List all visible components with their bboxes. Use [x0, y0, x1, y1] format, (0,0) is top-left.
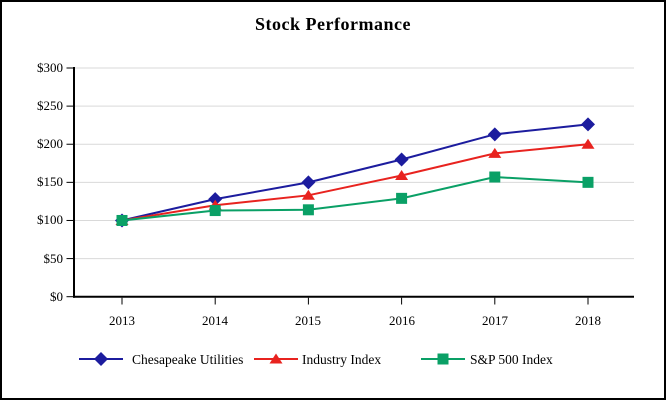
legend-marker-s-p-500-index	[421, 353, 465, 365]
x-tick-label-2018: 2018	[575, 313, 601, 328]
y-tick-label-200: $200	[37, 136, 63, 151]
x-tick-label-2016: 2016	[389, 313, 415, 328]
x-tick-label-2017: 2017	[482, 313, 508, 328]
legend-markers	[79, 352, 465, 366]
chart-title: Stock Performance	[255, 14, 411, 34]
series-s-p-500-index	[116, 171, 594, 226]
series-lines	[115, 117, 595, 228]
x-tick-label-2015: 2015	[295, 313, 321, 328]
series-chesapeake-utilities	[115, 117, 595, 228]
y-tick-label-250: $250	[37, 98, 63, 113]
legend-label-sp-500-index: S&P 500 Index	[470, 352, 553, 367]
legend-label-chesapeake-utilities: Chesapeake Utilities	[132, 352, 244, 367]
y-tick-label-100: $100	[37, 212, 63, 227]
x-tick-label-2014: 2014	[202, 313, 228, 328]
legend-marker-chesapeake-utilities	[79, 352, 123, 366]
x-tick-label-2013: 2013	[109, 313, 135, 328]
y-tick-label-50: $50	[43, 251, 64, 266]
y-tick-label-0: $0	[50, 289, 63, 304]
y-tick-label-300: $300	[37, 60, 63, 75]
x-axis	[73, 295, 634, 305]
legend-marker-industry-index	[254, 353, 298, 364]
legend-label-industry-index: Industry Index	[302, 352, 382, 367]
y-tick-label-150: $150	[37, 174, 63, 189]
y-axis	[66, 67, 75, 298]
gridlines	[74, 67, 634, 260]
